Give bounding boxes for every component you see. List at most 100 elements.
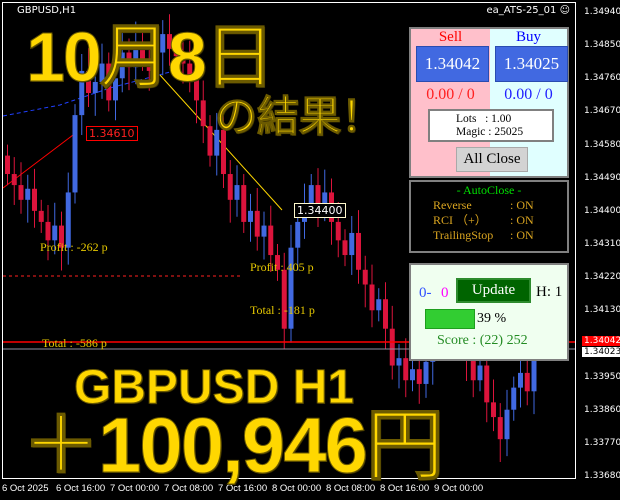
total-label-1: Total : -181 p <box>250 303 315 317</box>
bullish-candle <box>261 225 267 237</box>
time-tick-label: 7 Oct 16:00 <box>218 483 268 494</box>
time-tick-label: 6 Oct 16:00 <box>56 483 106 494</box>
price-label-2: 1.34400 <box>294 203 346 218</box>
bullish-candle <box>504 409 510 440</box>
bearish-candle <box>227 174 233 200</box>
price-tick-label: 1.33770 <box>584 437 620 448</box>
bullish-candle <box>214 129 220 156</box>
bullish-candle <box>25 188 31 200</box>
bearish-candle <box>403 358 409 381</box>
bearish-candle <box>5 155 10 175</box>
bullish-candle <box>288 247 294 329</box>
time-tick-label: 6 Oct 2025 <box>2 483 49 494</box>
price-tick-label: 1.34310 <box>584 239 620 249</box>
autoclose-row-label: Reverse <box>433 198 472 212</box>
bearish-candle <box>200 100 206 127</box>
bearish-candle <box>126 52 132 68</box>
autoclose-row-value: : ON <box>510 228 534 242</box>
bearish-candle <box>416 369 422 384</box>
bearish-candle <box>18 185 24 200</box>
bullish-candle <box>113 78 118 101</box>
progress-bar <box>425 309 475 329</box>
bearish-candle <box>275 255 280 270</box>
bullish-candle <box>396 358 402 366</box>
autoclose-row: TrailingStop : ON <box>411 228 567 243</box>
bearish-candle <box>180 56 186 64</box>
autoclose-row-label: TrailingStop <box>433 228 494 242</box>
bearish-candle <box>362 269 368 285</box>
bullish-candle <box>423 361 429 384</box>
price-tick-label: 1.33680 <box>584 471 620 481</box>
trade-panel: Sell Buy 1.34042 1.34025 0.00 / 0 0.00 /… <box>409 27 569 178</box>
bullish-candle <box>99 63 105 82</box>
bearish-candle <box>342 240 348 256</box>
bearish-candle <box>106 63 112 101</box>
update-button[interactable]: Update <box>456 278 531 303</box>
bullish-candle <box>234 185 240 200</box>
buy-count: 0- <box>419 285 432 301</box>
bullish-candle <box>511 387 517 410</box>
bearish-candle <box>389 328 395 366</box>
price-label-1: 1.34610 <box>86 126 138 141</box>
bullish-candle <box>92 81 98 94</box>
autoclose-row-value: : ON <box>510 198 534 212</box>
buy-button[interactable]: 1.34025 <box>495 46 568 82</box>
overlay-pair: GBPUSD H1 <box>73 361 355 414</box>
overlay-result: の結果！ <box>214 93 384 140</box>
bearish-candle <box>140 41 145 60</box>
bullish-candle <box>477 365 483 381</box>
bearish-candle <box>86 70 91 94</box>
bearish-candle <box>187 63 193 79</box>
bearish-candle <box>59 225 64 248</box>
ea-name: ea_ATS-25_01 ☺ <box>486 5 570 16</box>
time-tick-label: 7 Oct 00:00 <box>110 483 160 494</box>
bearish-candle <box>484 365 490 403</box>
bullish-candle <box>322 192 328 208</box>
bearish-candle <box>11 174 17 186</box>
bullish-candle <box>295 221 301 248</box>
autoclose-row: RCI （+）: ON <box>411 213 567 228</box>
price-tick-label: 1.34130 <box>584 305 620 316</box>
bullish-candle <box>376 299 382 311</box>
bearish-candle <box>335 221 341 241</box>
price-tick-label: 1.34490 <box>584 172 620 183</box>
bullish-candle <box>248 210 253 222</box>
sell-title: Sell <box>438 29 463 45</box>
bearish-candle <box>241 185 247 222</box>
price-tick-label: 1.34940 <box>584 7 620 17</box>
bullish-candle <box>52 225 58 241</box>
bearish-candle <box>369 284 375 311</box>
buy-title: Buy <box>515 29 541 45</box>
bearish-candle <box>194 78 199 101</box>
bullish-candle <box>518 372 523 388</box>
autoclose-title: - AutoClose - <box>456 183 522 197</box>
bullish-candle <box>133 41 139 68</box>
profit-label-1: Profit : -262 p <box>40 240 108 254</box>
bearish-candle <box>356 232 361 270</box>
bearish-candle <box>497 417 503 440</box>
autoclose-row: Reverse : ON <box>411 198 567 213</box>
bid-price-label: 1.34042 <box>582 336 620 346</box>
bearish-candle <box>38 210 44 222</box>
buy-pl: 0.00 / 0 <box>504 86 553 103</box>
time-tick-label: 8 Oct 08:00 <box>326 483 376 494</box>
overlay-date: 10月8日 <box>26 18 276 96</box>
time-tick-label: 8 Oct 16:00 <box>380 483 430 494</box>
bearish-candle <box>45 221 51 241</box>
progress-label: 39 % <box>477 311 507 326</box>
bullish-candle <box>160 34 166 53</box>
all-close-button[interactable]: All Close <box>456 147 528 172</box>
sell-button[interactable]: 1.34042 <box>416 46 489 82</box>
price-tick-label: 1.34400 <box>584 205 620 216</box>
price-tick-label: 1.33860 <box>584 404 620 415</box>
magic-value: Magic : 25025 <box>456 126 524 138</box>
autoclose-row-label: RCI （+） <box>433 213 487 227</box>
h-value: H: 1 <box>536 284 563 300</box>
overlay-amount: ＋100,946円 <box>22 401 445 489</box>
bullish-candle <box>153 52 159 71</box>
chart-symbol: GBPUSD,H1 <box>17 5 77 16</box>
price-tick-label: 1.33950 <box>584 371 620 382</box>
autoclose-panel: - AutoClose - Reverse: ON RCI （+）: ON Trai… <box>409 180 569 253</box>
bearish-candle <box>146 59 152 71</box>
